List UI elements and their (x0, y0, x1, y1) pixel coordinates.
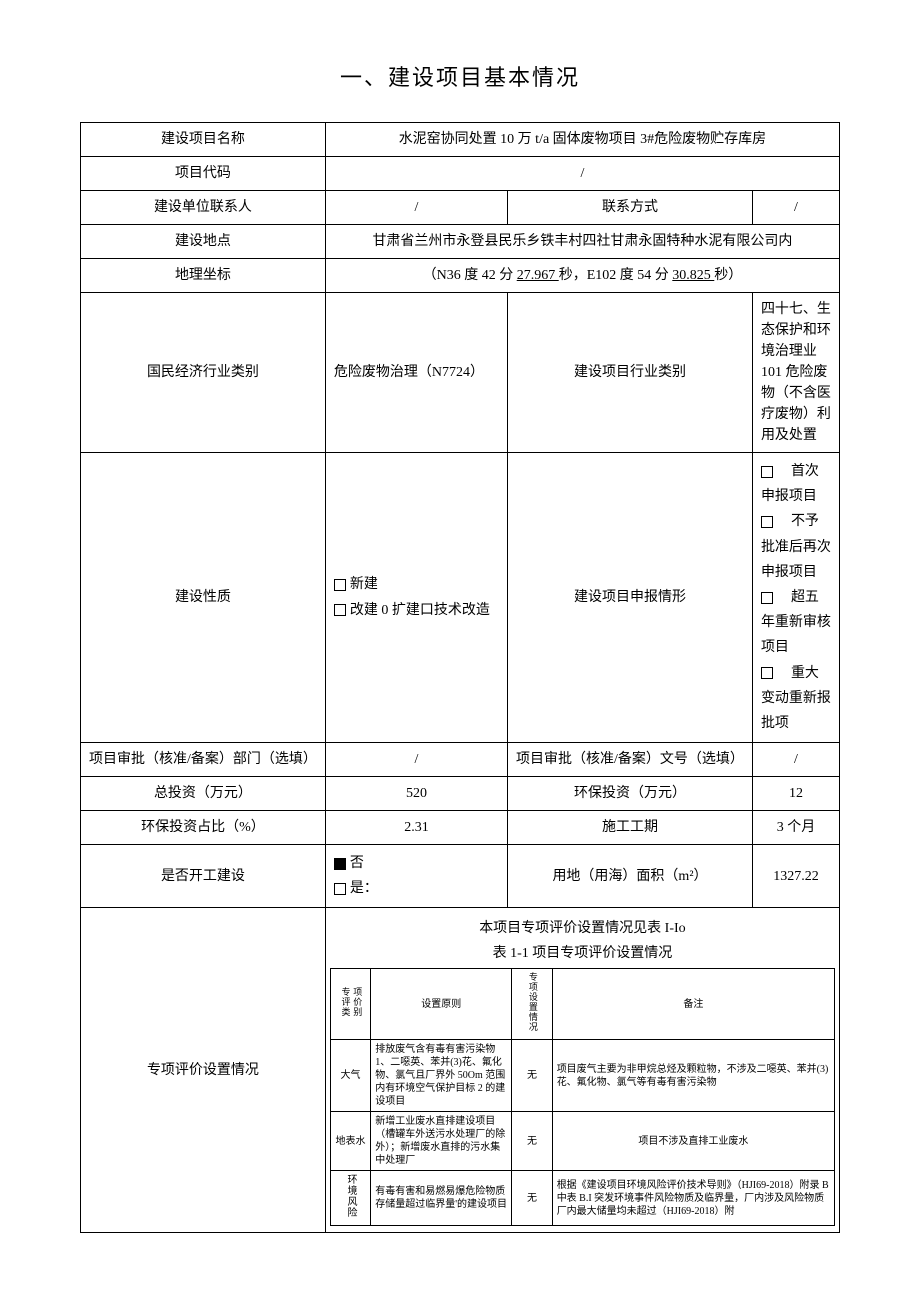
value-coords: （N36 度 42 分 27.967 秒，E102 度 54 分 30.825 … (325, 259, 839, 293)
label-invest2: 环保投资（万元） (508, 777, 753, 811)
nature-opt1: 新建 (350, 577, 378, 592)
label-project-code: 项目代码 (81, 157, 326, 191)
checkbox-icon (761, 592, 773, 604)
row-special: 专项评价设置情况 本项目专项评价设置情况见表 I-Io 表 1-1 项目专项评价… (81, 908, 840, 1233)
nested-r2-status: 无 (512, 1171, 552, 1226)
nested-h2: 专项设置情况 (512, 969, 552, 1040)
value-area: 1327.22 (752, 845, 839, 908)
label-approval2: 项目审批（核准/备案）文号（选填） (508, 743, 753, 777)
value-approval: / (325, 743, 507, 777)
special-table-title: 表 1-1 项目专项评价设置情况 (330, 943, 835, 964)
coords-mid: 秒，E102 度 54 分 (559, 268, 673, 283)
value-approval2: / (752, 743, 839, 777)
value-contact: / (325, 191, 507, 225)
checkbox-icon (334, 883, 346, 895)
label-approval: 项目审批（核准/备案）部门（选填） (81, 743, 326, 777)
coords-u1: 27.967 (517, 268, 559, 283)
row-contact: 建设单位联系人 / 联系方式 / (81, 191, 840, 225)
checkbox-icon (334, 579, 346, 591)
nested-r2-principle: 有毒有害和易燃易爆危险物质存储量超过临界量'的建设项目 (371, 1171, 512, 1226)
label-ratio2: 施工工期 (508, 811, 753, 845)
started-no: 否 (350, 856, 364, 871)
label-nature: 建设性质 (81, 453, 326, 743)
checkbox-icon (334, 604, 346, 616)
value-ratio2: 3 个月 (752, 811, 839, 845)
nested-h0-l2: 项价别 (351, 987, 363, 1017)
row-coords: 地理坐标 （N36 度 42 分 27.967 秒，E102 度 54 分 30… (81, 259, 840, 293)
started-yes: 是： (350, 881, 378, 896)
checkbox-icon (761, 667, 773, 679)
nested-r0-note: 项目废气主要为非甲烷总烃及颗粒物，不涉及二噁英、苯并(3)花、氟化物、氯气等有毒… (552, 1040, 834, 1112)
row-started: 是否开工建设 否 是： 用地（用海）面积（m²） 1327.22 (81, 845, 840, 908)
value-contact-method: / (752, 191, 839, 225)
label-industry2: 建设项目行业类别 (508, 293, 753, 453)
row-industry: 国民经济行业类别 危险废物治理（N7724） 建设项目行业类别 四十七、生态保护… (81, 293, 840, 453)
nested-table: 专评类项价别 设置原则 专项设置情况 备注 大气 排放废气含有毒有害污染物 1、… (330, 968, 835, 1226)
value-project-code: / (325, 157, 839, 191)
value-location: 甘肃省兰州市永登县民乐乡铁丰村四社甘肃永固特种水泥有限公司内 (325, 225, 839, 259)
nature-opt2: 改建 0 扩建口技术改造 (350, 603, 490, 618)
value-started: 否 是： (325, 845, 507, 908)
nested-r1-note: 项目不涉及直排工业废水 (552, 1112, 834, 1171)
nested-row-0: 大气 排放废气含有毒有害污染物 1、二噁英、苯并(3)花、氟化物、氯气且厂界外 … (330, 1040, 834, 1112)
main-table: 建设项目名称 水泥窑协同处置 10 万 t/a 固体废物项目 3#危险废物贮存库… (80, 122, 840, 1233)
value-project-name: 水泥窑协同处置 10 万 t/a 固体废物项目 3#危险废物贮存库房 (325, 123, 839, 157)
checkbox-icon (761, 466, 773, 478)
label-invest: 总投资（万元） (81, 777, 326, 811)
nested-row-2: 环境风险 有毒有害和易燃易爆危险物质存储量超过临界量'的建设项目 无 根据《建设… (330, 1171, 834, 1226)
checkbox-filled-icon (334, 858, 346, 870)
label-ratio: 环保投资占比（%） (81, 811, 326, 845)
nested-r1-status: 无 (512, 1112, 552, 1171)
value-invest2: 12 (752, 777, 839, 811)
label-contact: 建设单位联系人 (81, 191, 326, 225)
label-industry: 国民经济行业类别 (81, 293, 326, 453)
coords-suffix: 秒） (714, 268, 742, 283)
special-intro: 本项目专项评价设置情况见表 I-Io (330, 918, 835, 939)
value-invest: 520 (325, 777, 507, 811)
nested-r1-cat: 地表水 (330, 1112, 370, 1171)
label-coords: 地理坐标 (81, 259, 326, 293)
nested-r0-principle: 排放废气含有毒有害污染物 1、二噁英、苯并(3)花、氟化物、氯气且厂界外 50O… (371, 1040, 512, 1112)
value-nature: 新建 改建 0 扩建口技术改造 (325, 453, 507, 743)
label-nature2: 建设项目申报情形 (508, 453, 753, 743)
row-location: 建设地点 甘肃省兰州市永登县民乐乡铁丰村四社甘肃永固特种水泥有限公司内 (81, 225, 840, 259)
label-started: 是否开工建设 (81, 845, 326, 908)
nested-h0: 专评类项价别 (330, 969, 370, 1040)
value-industry: 危险废物治理（N7724） (325, 293, 507, 453)
label-area: 用地（用海）面积（m²） (508, 845, 753, 908)
row-invest: 总投资（万元） 520 环保投资（万元） 12 (81, 777, 840, 811)
nested-h3: 备注 (552, 969, 834, 1040)
row-nature: 建设性质 新建 改建 0 扩建口技术改造 建设项目申报情形 首次申报项目 不予批… (81, 453, 840, 743)
label-location: 建设地点 (81, 225, 326, 259)
nested-r1-principle: 新增工业废水直排建设项目（槽罐车外送污水处理厂的除外）；新增废水直排的污水集中处… (371, 1112, 512, 1171)
row-project-code: 项目代码 / (81, 157, 840, 191)
value-nature2: 首次申报项目 不予批准后再次申报项目 超五年重新审核项目 重大变动重新报批项 (752, 453, 839, 743)
nested-r2-note: 根据《建设项目环境风险评价技术导则》（HJI69-2018）附录 B 中表 B.… (552, 1171, 834, 1226)
value-special: 本项目专项评价设置情况见表 I-Io 表 1-1 项目专项评价设置情况 专评类项… (325, 908, 839, 1233)
label-special: 专项评价设置情况 (81, 908, 326, 1233)
nested-r2-cat: 环境风险 (330, 1171, 370, 1226)
value-ratio: 2.31 (325, 811, 507, 845)
row-approval: 项目审批（核准/备案）部门（选填） / 项目审批（核准/备案）文号（选填） / (81, 743, 840, 777)
row-ratio: 环保投资占比（%） 2.31 施工工期 3 个月 (81, 811, 840, 845)
nested-header-row: 专评类项价别 设置原则 专项设置情况 备注 (330, 969, 834, 1040)
label-project-name: 建设项目名称 (81, 123, 326, 157)
checkbox-icon (761, 516, 773, 528)
nested-h0-l1: 专评类 (339, 987, 351, 1017)
page-title: 一、建设项目基本情况 (80, 60, 840, 92)
row-project-name: 建设项目名称 水泥窑协同处置 10 万 t/a 固体废物项目 3#危险废物贮存库… (81, 123, 840, 157)
coords-u2: 30.825 (672, 268, 714, 283)
coords-prefix: （N36 度 42 分 (423, 268, 517, 283)
value-industry2: 四十七、生态保护和环境治理业 101 危险废物（不含医疗废物）利用及处置 (752, 293, 839, 453)
nested-row-1: 地表水 新增工业废水直排建设项目（槽罐车外送污水处理厂的除外）；新增废水直排的污… (330, 1112, 834, 1171)
nested-h1: 设置原则 (371, 969, 512, 1040)
label-contact-method: 联系方式 (508, 191, 753, 225)
nested-r0-status: 无 (512, 1040, 552, 1112)
nested-r0-cat: 大气 (330, 1040, 370, 1112)
